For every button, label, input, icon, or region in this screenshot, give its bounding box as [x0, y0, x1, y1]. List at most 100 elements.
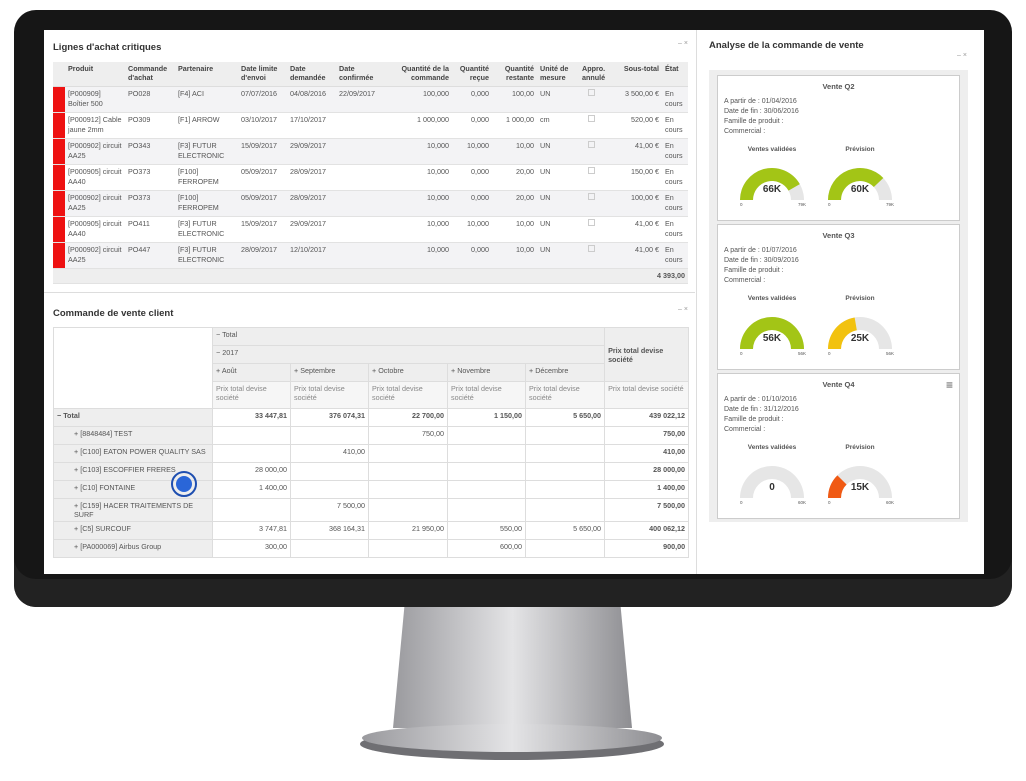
gauge-max: 60K — [797, 500, 806, 505]
cell: 750,00 — [604, 426, 690, 445]
label: Novembre — [457, 366, 491, 375]
cell: 400 062,12 — [604, 521, 690, 540]
gauge: Prévision 25K 0 56K — [824, 295, 896, 363]
info-line: Date de fin : 30/06/2016 — [724, 108, 799, 115]
header-cell: État — [662, 62, 688, 87]
info-line: Date de fin : 30/09/2016 — [724, 257, 799, 264]
cell — [290, 462, 369, 481]
panel-controls[interactable]: – × — [678, 40, 688, 47]
gauge-min: 0 — [740, 351, 743, 356]
cell — [524, 444, 606, 463]
cell: 03/10/2017 — [238, 112, 287, 139]
cell: 368 164,31 — [290, 521, 369, 540]
gauge-fill — [740, 167, 800, 200]
row: [P000902] circuit AA25 PO447 [F3] FUTUR EL… — [53, 242, 688, 269]
gauge-value: 66K — [762, 184, 782, 195]
cell — [290, 539, 369, 558]
cell — [53, 268, 617, 284]
cell: 10,00 — [492, 216, 537, 243]
cell: 100,00 — [492, 86, 537, 113]
measure-cell: Prix total devise société — [368, 381, 448, 409]
card: Vente Q3 A partir de : 01/07/2016 Date de … — [717, 224, 960, 370]
label: 2017 — [222, 348, 239, 357]
info-line: A partir de : 01/04/2016 — [724, 98, 797, 105]
cell — [579, 190, 617, 217]
panel-title: Lignes d'achat critiques — [53, 42, 162, 53]
checkbox — [588, 193, 595, 200]
cell: [P000905] circuit AA40 — [65, 164, 125, 191]
cell — [524, 539, 606, 558]
panel-controls[interactable]: – × — [957, 52, 967, 59]
cell: UN — [537, 164, 579, 191]
gauge-value: 56K — [762, 333, 782, 344]
cell: 28/09/2017 — [287, 164, 336, 191]
label: [PA000069] Airbus Group — [80, 542, 162, 551]
row-header: − Total — [53, 408, 213, 427]
cell — [579, 164, 617, 191]
cell: 300,00 — [212, 539, 291, 558]
critical-flag — [53, 164, 65, 191]
cell: 5 650,00 — [524, 521, 606, 540]
cell — [524, 462, 606, 481]
cell: PO343 — [125, 138, 175, 165]
cell — [212, 426, 291, 445]
cell: 100,00 € — [617, 190, 662, 217]
gauge: Prévision 15K 0 60K — [824, 444, 896, 512]
info-line: Commercial : — [724, 277, 766, 284]
cell: 04/08/2016 — [287, 86, 336, 113]
cell: 376 074,31 — [290, 408, 369, 427]
cell: PO028 — [125, 86, 175, 113]
header-cell: Quantité de la commande — [388, 62, 452, 87]
gauge: Prévision 60K 0 79K — [824, 146, 896, 214]
measure-cell: Prix total devise société — [290, 381, 369, 409]
gauge: Ventes validées 56K 0 56K — [736, 295, 808, 363]
cell: 22/09/2017 — [336, 86, 388, 113]
menu-icon[interactable]: ≡ — [945, 378, 953, 392]
row: + [C10] FONTAINE 1 400,00 1 400,00 — [53, 480, 690, 499]
cell: 100,000 — [388, 86, 452, 113]
label: [C100] EATON POWER QUALITY SAS — [80, 447, 206, 456]
panel-controls[interactable]: – × — [678, 306, 688, 313]
label: Décembre — [535, 366, 569, 375]
cell: PO373 — [125, 164, 175, 191]
header-cell: + Novembre — [447, 363, 526, 382]
header-row: Produit Commande d'achat Partenaire Date li… — [53, 62, 688, 87]
cell: 29/09/2017 — [287, 138, 336, 165]
row: − Total 33 447,81 376 074,31 22 700,00 1 150… — [53, 408, 690, 427]
label: [8848484] TEST — [80, 429, 133, 438]
cell: 10,00 — [492, 242, 537, 269]
cell: UN — [537, 138, 579, 165]
cell — [368, 539, 448, 558]
cell — [212, 498, 291, 522]
cell: 520,00 € — [617, 112, 662, 139]
row: [P000909] Boîtier 500 PO028 [F4] ACI 07/07/… — [53, 86, 688, 113]
gauge-fill — [828, 168, 884, 200]
cell — [368, 498, 448, 522]
cell — [447, 480, 526, 499]
cell: [F3] FUTUR ELECTRONIC — [175, 216, 238, 243]
measure-cell: Prix total devise société — [524, 381, 606, 409]
critical-flag — [53, 138, 65, 165]
checkbox — [588, 141, 595, 148]
checkbox — [588, 245, 595, 252]
cell — [368, 480, 448, 499]
checkbox — [588, 219, 595, 226]
cell: 10,000 — [388, 164, 452, 191]
cell: 0,000 — [452, 86, 492, 113]
card-title: Vente Q4 — [822, 380, 855, 389]
info-line: Commercial : — [724, 426, 766, 433]
row: [P000902] circuit AA25 PO343 [F3] FUTUR EL… — [53, 138, 688, 165]
cell: PO447 — [125, 242, 175, 269]
critical-flag — [53, 216, 65, 243]
critical-flag — [53, 190, 65, 217]
header-row: + Août + Septembre + Octobre + Novembre + Dé… — [54, 363, 689, 382]
label: [C5] SURCOUF — [80, 524, 131, 533]
cell: 0,000 — [452, 190, 492, 217]
label: Octobre — [378, 366, 404, 375]
critical-flag — [53, 112, 65, 139]
cell: UN — [537, 242, 579, 269]
cell: [P000902] circuit AA25 — [65, 190, 125, 217]
row-header: + [C100] EATON POWER QUALITY SAS — [53, 444, 213, 463]
divider — [44, 292, 695, 293]
cell: 600,00 — [447, 539, 526, 558]
